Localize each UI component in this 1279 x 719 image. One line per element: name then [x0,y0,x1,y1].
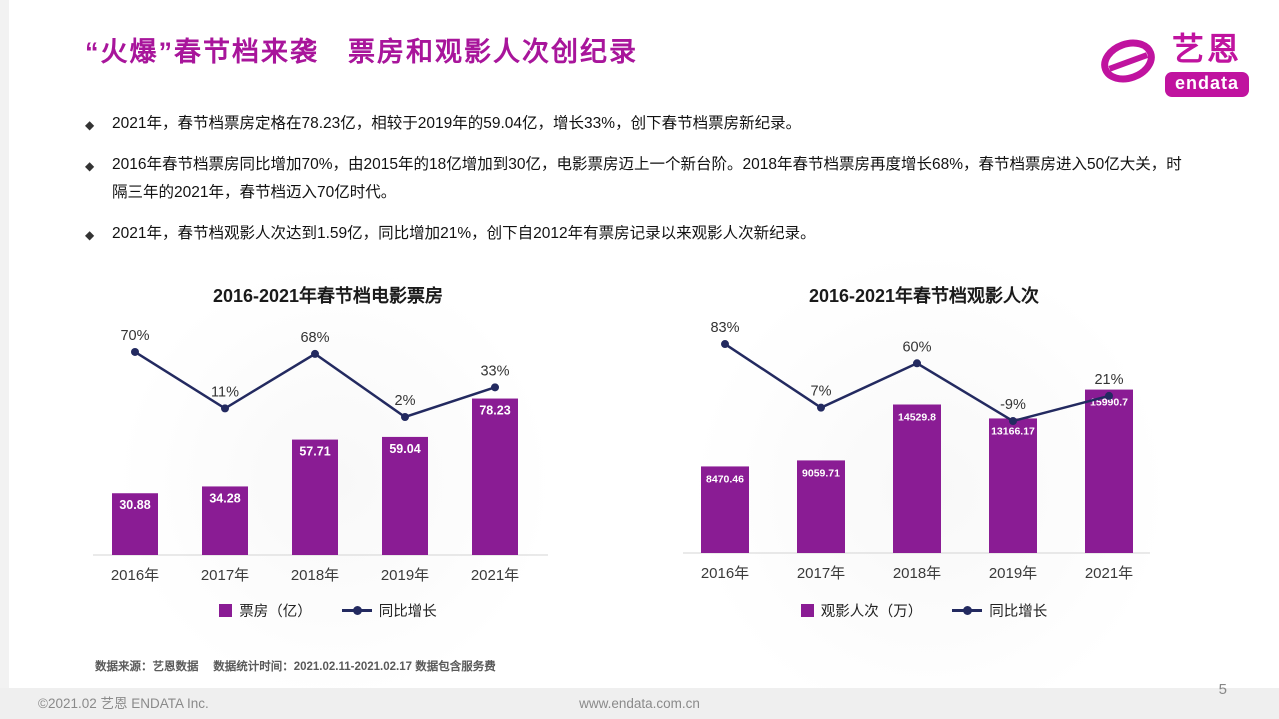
svg-text:78.23: 78.23 [479,404,510,418]
box-office-chart-canvas: 30.88 34.28 57.71 59.04 78.23 70% 11% 68% 2% 33% 2… [93,328,548,584]
legend-item-line: 同比增长 [952,600,1047,621]
svg-text:70%: 70% [120,328,149,344]
brand-logo: 艺恩 endata [1099,24,1249,97]
svg-text:2019年: 2019年 [989,565,1037,582]
svg-text:2016年: 2016年 [111,567,159,584]
svg-text:30.88: 30.88 [119,498,150,512]
svg-text:68%: 68% [300,330,329,346]
svg-text:21%: 21% [1094,372,1123,388]
page-number: 5 [1218,681,1227,698]
legend-item-bar: 票房（亿） [219,600,312,621]
svg-text:2018年: 2018年 [893,565,941,582]
svg-text:60%: 60% [902,339,931,355]
svg-text:33%: 33% [480,363,509,379]
box-office-chart-legend: 票房（亿） 同比增长 [88,600,568,621]
admissions-chart-title: 2016-2021年春节档观影人次 [808,286,1040,306]
page-footer: ©2021.02 艺恩 ENDATA Inc. www.endata.com.c… [0,688,1279,719]
svg-text:2017年: 2017年 [201,567,249,584]
website-text: www.endata.com.cn [579,696,700,711]
legend-item-line: 同比增长 [341,600,437,621]
svg-text:2019年: 2019年 [381,567,429,584]
legend-label: 票房（亿） [239,604,312,620]
svg-text:2018年: 2018年 [291,567,339,584]
line-swatch-icon [952,606,983,615]
legend-item-bar: 观影人次（万） [800,600,923,621]
svg-text:59.04: 59.04 [389,442,420,456]
summary-bullets: ◆ 2021年，春节档票房定格在78.23亿，相较于2019年的59.04亿，增… [85,110,1195,261]
admissions-chart-canvas: 8470.469059.7114529.813166.1715990.783%7… [683,320,1150,582]
svg-text:2021年: 2021年 [471,567,519,584]
line-swatch-icon [341,606,372,615]
diamond-bullet-icon: ◆ [85,227,95,242]
bar-swatch-icon [219,604,233,617]
legend-label: 同比增长 [989,604,1048,620]
page-title: “火爆”春节档来袭 票房和观影人次创纪录 [85,37,638,67]
svg-text:83%: 83% [710,320,739,336]
svg-text:34.28: 34.28 [209,491,240,505]
admissions-chart: 2016-2021年春节档观影人次 8470.46 9059.71 14529.8 1… [678,276,1170,628]
box-office-chart-title: 2016-2021年春节档电影票房 [212,286,444,306]
bullet-text: 2016年春节档票房同比增加70%，由2015年的18亿增加到30亿，电影票房迈… [112,155,1182,201]
svg-text:57.71: 57.71 [299,445,330,459]
diamond-bullet-icon: ◆ [85,118,95,132]
svg-text:2017年: 2017年 [797,565,845,582]
bar-swatch-icon [800,604,814,617]
svg-text:-9%: -9% [1000,397,1026,413]
svg-text:2021年: 2021年 [1085,565,1133,582]
svg-text:2016年: 2016年 [701,565,749,582]
svg-text:13166.17: 13166.17 [991,425,1035,437]
brand-wordmark: 艺恩 endata [1164,24,1249,97]
bullet-text: 2021年，春节档观影人次达到1.59亿，同比增加21%，创下自2012年有票房… [112,224,816,242]
diamond-bullet-icon: ◆ [85,158,95,173]
copyright-text: ©2021.02 艺恩 ENDATA Inc. [38,696,209,711]
page-left-margin [0,0,9,719]
bullet-item: ◆ 2021年，春节档观影人次达到1.59亿，同比增加21%，创下自2012年有… [85,220,1195,248]
svg-text:7%: 7% [811,384,832,400]
data-source-note: 数据来源：艺恩数据 数据统计时间：2021.02.11-2021.02.17 数… [95,661,496,673]
box-office-chart: 2016-2021年春节档电影票房 30.88 34.28 57.71 59.04 78… [88,276,568,628]
endata-logo-icon [1101,39,1155,82]
bullet-item: ◆ 2016年春节档票房同比增加70%，由2015年的18亿增加到30亿，电影票… [85,151,1195,207]
svg-text:14529.8: 14529.8 [898,412,936,424]
svg-text:11%: 11% [211,384,239,400]
admissions-chart-legend: 观影人次（万） 同比增长 [678,600,1170,621]
bullet-item: ◆ 2021年，春节档票房定格在78.23亿，相较于2019年的59.04亿，增… [85,110,1195,138]
svg-text:9059.71: 9059.71 [802,467,840,479]
brand-name-en: endata [1164,72,1249,97]
brand-name-cn: 艺恩 [1171,31,1242,67]
svg-text:2%: 2% [395,393,416,409]
svg-text:8470.46: 8470.46 [706,473,744,485]
legend-label: 观影人次（万） [820,604,923,620]
legend-label: 同比增长 [378,604,437,620]
bullet-text: 2021年，春节档票房定格在78.23亿，相较于2019年的59.04亿，增长3… [112,115,802,132]
